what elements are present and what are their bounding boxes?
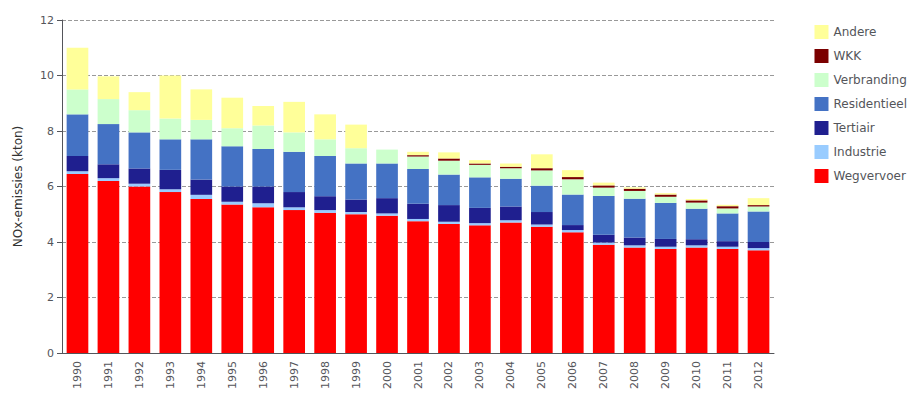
svg-text:2010: 2010 bbox=[690, 361, 703, 389]
svg-text:1994: 1994 bbox=[195, 361, 208, 389]
svg-text:1990: 1990 bbox=[71, 361, 84, 389]
svg-text:Andere: Andere bbox=[833, 25, 876, 39]
svg-text:Industrie: Industrie bbox=[833, 145, 886, 159]
svg-text:1995: 1995 bbox=[226, 361, 239, 389]
svg-text:8: 8 bbox=[47, 125, 54, 138]
svg-text:Wegvervoer: Wegvervoer bbox=[833, 169, 905, 183]
svg-text:2008: 2008 bbox=[628, 361, 641, 389]
svg-text:4: 4 bbox=[47, 236, 54, 249]
svg-text:1996: 1996 bbox=[257, 361, 270, 389]
svg-text:0: 0 bbox=[47, 347, 54, 360]
svg-text:2004: 2004 bbox=[504, 361, 517, 389]
svg-text:10: 10 bbox=[40, 69, 54, 82]
svg-text:2012: 2012 bbox=[752, 361, 765, 389]
svg-text:1993: 1993 bbox=[164, 361, 177, 389]
svg-text:2002: 2002 bbox=[442, 361, 455, 389]
svg-text:Verbranding: Verbranding bbox=[833, 73, 906, 87]
svg-text:6: 6 bbox=[47, 180, 54, 193]
svg-text:2005: 2005 bbox=[535, 361, 548, 389]
svg-text:2000: 2000 bbox=[381, 361, 394, 389]
svg-text:WKK: WKK bbox=[833, 49, 862, 63]
svg-text:2: 2 bbox=[47, 291, 54, 304]
svg-text:2001: 2001 bbox=[412, 361, 425, 389]
svg-text:NOx-emissies (kton): NOx-emissies (kton) bbox=[11, 126, 25, 248]
svg-text:1992: 1992 bbox=[133, 361, 146, 389]
svg-text:1998: 1998 bbox=[319, 361, 332, 389]
svg-text:2009: 2009 bbox=[659, 361, 672, 389]
svg-text:Residentieel: Residentieel bbox=[833, 97, 907, 111]
svg-text:1997: 1997 bbox=[288, 361, 301, 389]
svg-text:2003: 2003 bbox=[473, 361, 486, 389]
svg-text:2011: 2011 bbox=[721, 361, 734, 389]
svg-text:1999: 1999 bbox=[350, 361, 363, 389]
svg-text:Tertiair: Tertiair bbox=[832, 121, 874, 135]
svg-text:12: 12 bbox=[40, 14, 54, 27]
svg-text:2006: 2006 bbox=[566, 361, 579, 389]
svg-text:1991: 1991 bbox=[102, 361, 115, 389]
svg-text:2007: 2007 bbox=[597, 361, 610, 389]
